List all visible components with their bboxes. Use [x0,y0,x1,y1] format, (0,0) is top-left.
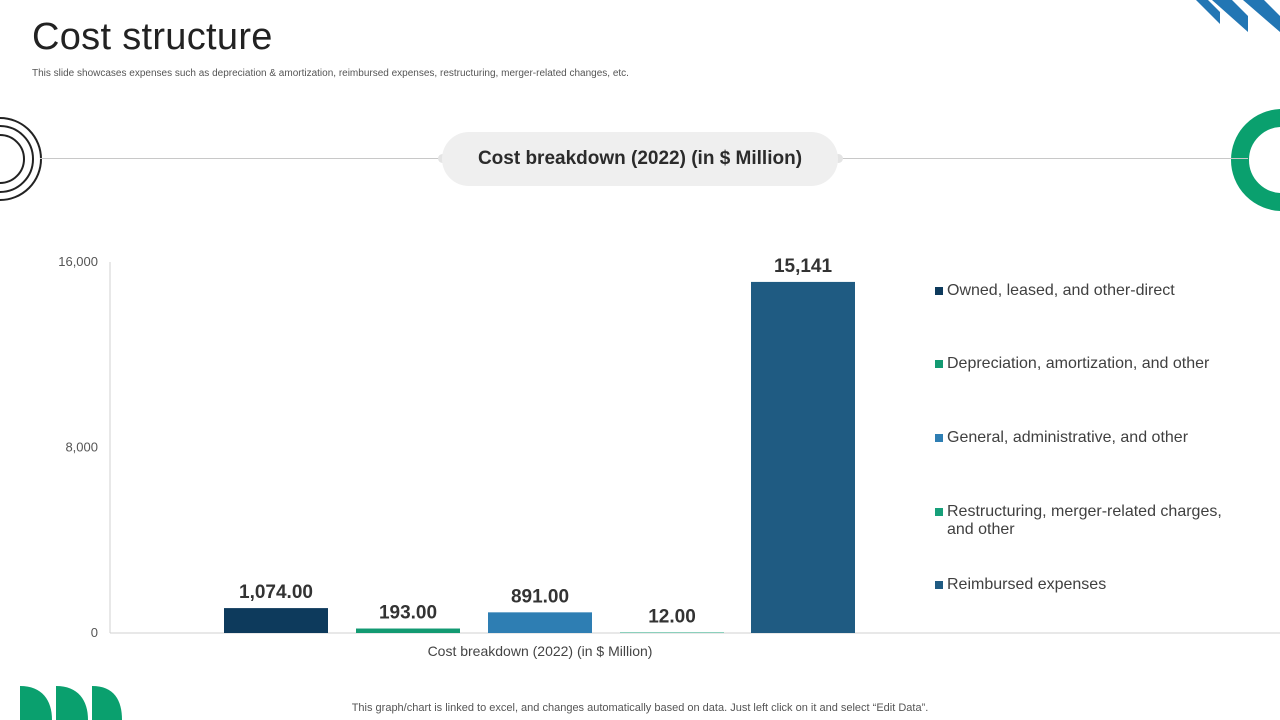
bar[interactable] [751,281,855,633]
concentric-circles-icon [0,117,42,201]
legend-item[interactable]: General, administrative, and other [935,429,1232,447]
chevron-decoration-icon [1196,0,1280,32]
x-axis-category-label: Cost breakdown (2022) (in $ Million) [428,643,653,659]
y-tick-label: 16,000 [58,254,98,269]
legend-swatch [935,508,943,516]
bar-data-label: 1,074.00 [239,582,313,603]
header-dot-right [834,154,843,163]
legend-label: Restructuring, merger-related charges, a… [947,503,1222,538]
legend-label: Reimbursed expenses [947,576,1107,593]
bar[interactable] [488,612,592,633]
legend-swatch [935,360,943,368]
legend-item[interactable]: Owned, leased, and other-direct [935,282,1232,300]
legend-swatch [935,581,943,589]
slide-subtitle: This slide showcases expenses such as de… [32,68,629,79]
y-tick-label: 0 [91,625,98,640]
bar-data-label: 193.00 [379,603,437,624]
bar[interactable] [356,628,460,633]
legend-label: General, administrative, and other [947,429,1189,446]
chart-header-pill: Cost breakdown (2022) (in $ Million) [442,132,838,186]
bar[interactable] [224,608,328,633]
legend-swatch [935,434,943,442]
header-line-right [838,158,1248,159]
legend-item[interactable]: Reimbursed expenses [935,576,1232,594]
y-tick-label: 8,000 [65,440,98,455]
bar-data-label: 12.00 [648,607,696,628]
legend-item[interactable]: Restructuring, merger-related charges, a… [935,503,1232,539]
leaf-shapes-icon [20,686,122,720]
bar[interactable] [620,632,724,634]
legend-label: Owned, leased, and other-direct [947,282,1175,299]
header-line-left [40,158,442,159]
bar-data-label: 15,141 [774,256,833,277]
green-ring-icon [1231,109,1280,211]
legend-item[interactable]: Depreciation, amortization, and other [935,355,1232,373]
slide-title: Cost structure [32,16,273,58]
legend-swatch [935,287,943,295]
footer-note: This graph/chart is linked to excel, and… [351,702,929,714]
bar-data-label: 891.00 [511,586,569,607]
legend-label: Depreciation, amortization, and other [947,355,1210,372]
